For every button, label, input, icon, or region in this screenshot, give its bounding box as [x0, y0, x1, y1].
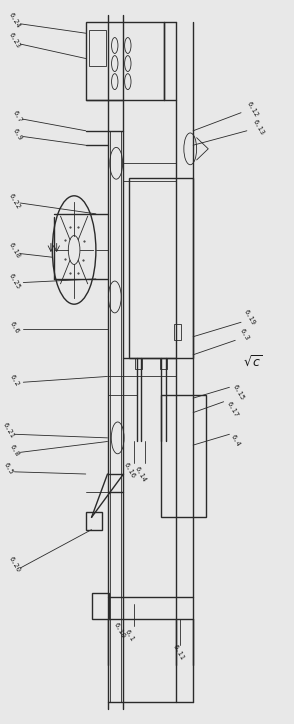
Text: 6.16: 6.16	[122, 461, 136, 479]
Text: 6.5: 6.5	[3, 462, 15, 476]
Bar	[88, 30, 106, 66]
Bar	[161, 395, 206, 518]
Text: 6.11: 6.11	[172, 644, 186, 661]
Text: 6.21: 6.21	[2, 422, 16, 439]
Text: 6.9: 6.9	[12, 127, 23, 141]
Text: 6.7: 6.7	[12, 109, 23, 123]
Text: 6.14: 6.14	[134, 465, 148, 483]
Text: 6.24: 6.24	[8, 12, 21, 29]
Text: 6.13: 6.13	[252, 118, 265, 136]
Text: 6.6: 6.6	[9, 320, 20, 334]
Text: 6.1: 6.1	[123, 628, 135, 642]
Text: 6.4: 6.4	[229, 433, 241, 447]
Text: 6.23: 6.23	[8, 32, 21, 49]
Text: 6.17: 6.17	[225, 400, 239, 418]
Bar	[129, 177, 193, 358]
Text: 6.22: 6.22	[8, 193, 21, 211]
Bar	[160, 358, 167, 369]
Bar	[174, 324, 181, 340]
Text: 6.19: 6.19	[243, 308, 257, 326]
Text: 6.3: 6.3	[238, 327, 250, 342]
Text: 6.15: 6.15	[231, 384, 245, 401]
Text: 6.8: 6.8	[9, 443, 20, 457]
Bar	[135, 358, 142, 369]
Text: $\sqrt{c}$: $\sqrt{c}$	[243, 355, 263, 369]
Text: 6.12: 6.12	[246, 100, 260, 118]
Bar	[86, 22, 164, 101]
Text: 6.18: 6.18	[8, 242, 21, 260]
Bar	[86, 512, 102, 530]
Text: 6.25: 6.25	[8, 272, 21, 290]
Text: 6.20: 6.20	[8, 555, 21, 573]
Text: 6.10: 6.10	[112, 622, 126, 640]
Bar	[91, 593, 109, 618]
Text: 6.2: 6.2	[9, 373, 20, 387]
